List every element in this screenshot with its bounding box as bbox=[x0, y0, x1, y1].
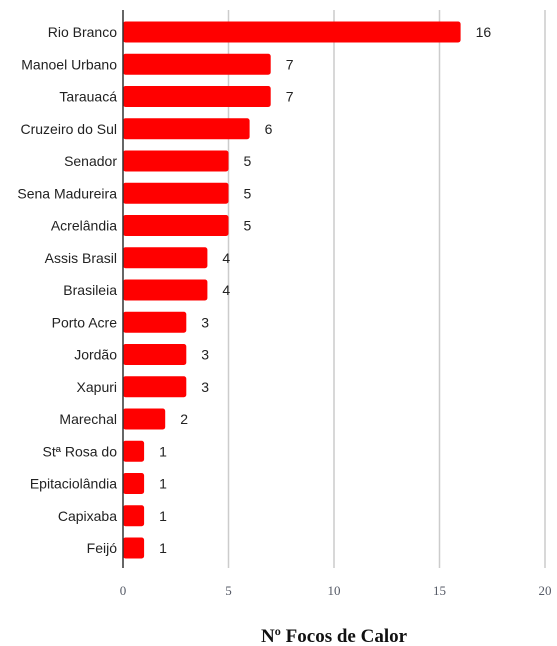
bar-5 bbox=[123, 182, 229, 204]
x-tick-label-0: 0 bbox=[120, 583, 127, 598]
value-label-3: 6 bbox=[265, 121, 273, 137]
bar-16 bbox=[123, 537, 145, 559]
bar-13 bbox=[123, 440, 145, 462]
value-label-0: 16 bbox=[476, 24, 492, 40]
bar-11 bbox=[123, 376, 187, 398]
category-label-14: Epitaciolândia bbox=[30, 476, 117, 492]
value-label-6: 5 bbox=[244, 218, 252, 234]
category-label-5: Sena Madureira bbox=[17, 185, 117, 201]
category-label-2: Tarauacá bbox=[59, 89, 117, 105]
value-label-11: 3 bbox=[201, 379, 209, 395]
bar-8 bbox=[123, 279, 208, 301]
category-label-15: Capixaba bbox=[58, 508, 117, 524]
category-label-0: Rio Branco bbox=[48, 24, 117, 40]
x-tick-label-5: 5 bbox=[225, 583, 232, 598]
bar-7 bbox=[123, 247, 208, 269]
bars bbox=[123, 21, 461, 559]
bar-2 bbox=[123, 86, 271, 107]
category-label-16: Feijó bbox=[87, 540, 118, 556]
category-label-6: Acrelândia bbox=[51, 218, 117, 234]
x-axis-label: Nº Focos de Calor bbox=[261, 626, 408, 646]
category-label-8: Brasileia bbox=[63, 282, 117, 298]
bar-3 bbox=[123, 118, 250, 140]
value-label-2: 7 bbox=[286, 89, 294, 105]
category-label-4: Senador bbox=[64, 153, 117, 169]
category-labels: Rio Branco Manoel Urbano Tarauacá Cruzeiro … bbox=[17, 24, 117, 556]
bar-1 bbox=[123, 53, 271, 75]
bar-15 bbox=[123, 505, 145, 527]
value-label-15: 1 bbox=[159, 508, 167, 524]
bar-9 bbox=[123, 311, 187, 333]
category-label-7: Assis Brasil bbox=[45, 250, 117, 266]
value-label-10: 3 bbox=[201, 347, 209, 363]
value-label-7: 4 bbox=[222, 250, 230, 266]
x-tick-label-15: 15 bbox=[433, 583, 446, 598]
x-tick-label-10: 10 bbox=[328, 583, 341, 598]
bar-0 bbox=[123, 21, 461, 43]
category-label-12: Marechal bbox=[59, 411, 117, 427]
bar-12 bbox=[123, 408, 166, 430]
grid-lines bbox=[227, 10, 546, 568]
value-label-1: 7 bbox=[286, 56, 294, 72]
value-label-8: 4 bbox=[222, 282, 230, 298]
category-label-10: Jordão bbox=[74, 347, 117, 363]
x-axis-ticks: 0 5 10 15 20 bbox=[120, 583, 552, 598]
bar-14 bbox=[123, 473, 145, 494]
bar-6 bbox=[123, 215, 229, 236]
value-label-16: 1 bbox=[159, 540, 167, 556]
value-label-9: 3 bbox=[201, 314, 209, 330]
category-label-1: Manoel Urbano bbox=[21, 56, 117, 72]
x-tick-label-20: 20 bbox=[539, 583, 552, 598]
value-label-14: 1 bbox=[159, 476, 167, 492]
value-label-12: 2 bbox=[180, 411, 188, 427]
category-label-3: Cruzeiro do Sul bbox=[21, 121, 118, 137]
value-label-5: 5 bbox=[244, 185, 252, 201]
value-label-13: 1 bbox=[159, 443, 167, 459]
value-label-4: 5 bbox=[244, 153, 252, 169]
category-label-9: Porto Acre bbox=[52, 314, 118, 330]
category-label-11: Xapuri bbox=[77, 379, 117, 395]
bar-10 bbox=[123, 344, 187, 365]
category-label-13: Stª Rosa do bbox=[43, 443, 118, 459]
bar-4 bbox=[123, 150, 229, 172]
